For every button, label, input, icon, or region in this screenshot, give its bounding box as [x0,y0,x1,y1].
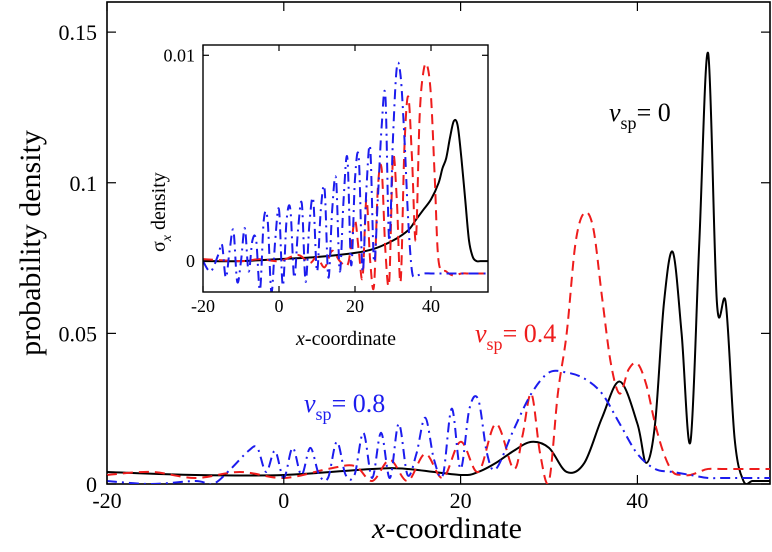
main-series-group [107,52,770,484]
inset-series-line-1 [203,62,488,291]
main-y-tick-label: 0.1 [70,171,98,196]
inset-x-axis-title: x-coordinate [295,328,396,350]
main-y-tick-label: 0.05 [59,321,98,346]
main-series-line-2 [107,369,770,484]
inset-series-group [203,61,488,292]
inset-series-line-2 [203,61,488,292]
inset-x-tick-label: 20 [346,296,364,316]
main-series-line-0 [107,52,770,484]
main-x-tick-label: -20 [92,488,121,513]
main-plot-frame [106,1,771,485]
inset-plot: -20 0 20 40 0 0.01 x-coordinate σx density [148,44,489,350]
y-axis-title: probability density [14,130,47,356]
inset-background [203,45,488,292]
inset-plot-frame [202,44,489,293]
series-labels: vsp= 0 vsp= 0.4 vsp= 0.8 [304,98,671,424]
inset-y-tick-label: 0 [186,251,195,271]
series-label-vsp-0: vsp= 0 [609,98,671,133]
main-x-tick-label: 0 [278,488,289,513]
series-label-vsp-0.4: vsp= 0.4 [475,319,556,354]
main-x-tick-label: 40 [626,488,648,513]
main-y-tick-label: 0 [86,472,97,497]
inset-x-tick-label: -20 [191,296,215,316]
inset-x-tick-label: 40 [422,296,440,316]
series-label-vsp-0.8: vsp= 0.8 [304,389,385,424]
main-series-line-1 [107,211,770,484]
main-y-tick-label: 0.15 [59,20,98,45]
inset-y-tick-label: 0.01 [164,45,196,65]
inset-y-axis-title: σx density [148,172,175,252]
main-x-tick-label: 20 [450,488,472,513]
inset-axes: -20 0 20 40 0 0.01 [164,45,488,316]
inset-x-tick-label: 0 [275,296,284,316]
x-axis-title: x-coordinate [371,512,522,545]
